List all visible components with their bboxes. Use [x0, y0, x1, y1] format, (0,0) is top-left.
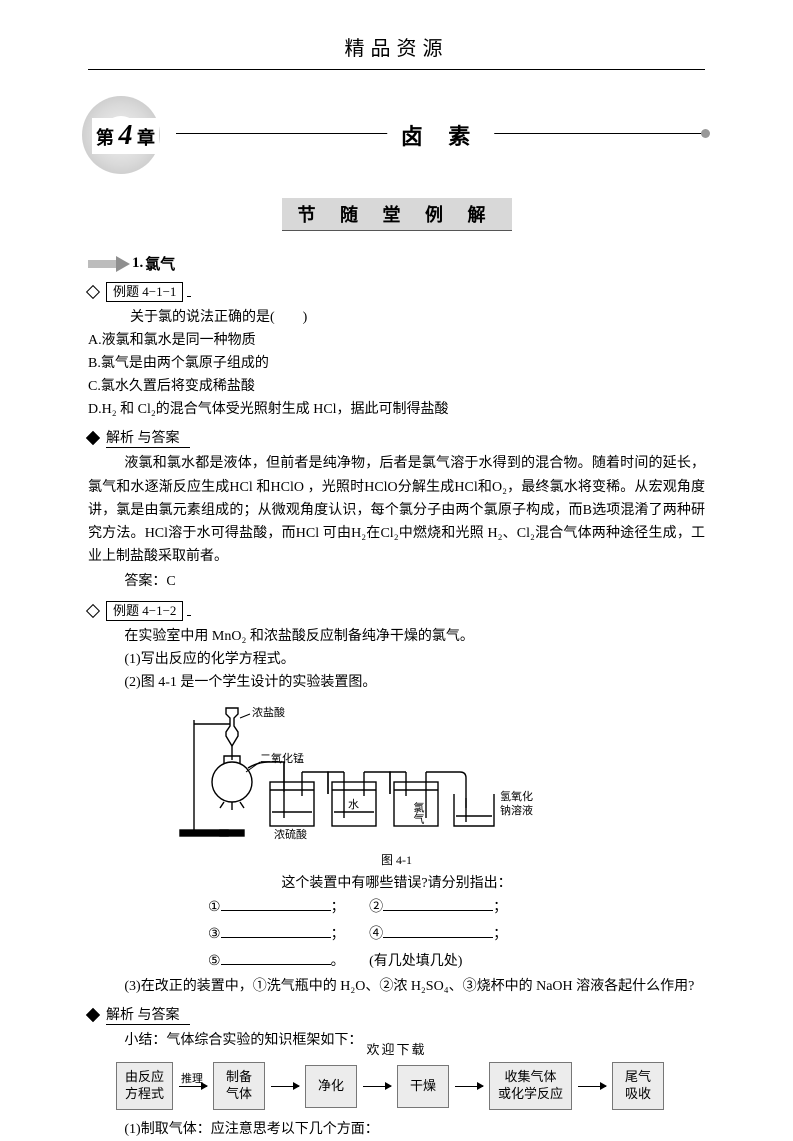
example1-question: 关于氯的说法正确的是( ) — [88, 306, 705, 329]
blank-1-label: ① — [208, 900, 221, 915]
flow-arrow-3 — [363, 1086, 391, 1087]
example2-q2: (2)图 4-1 是一个学生设计的实验装置图。 — [88, 671, 705, 694]
flow-arrow-5 — [578, 1086, 606, 1087]
example2-analysis-label: 解析 与答案 — [106, 1004, 190, 1025]
subsection-number: 1. — [132, 255, 143, 272]
diamond-dark-icon — [86, 1008, 100, 1022]
chapter-label: 第 4 章 — [92, 118, 159, 154]
flow-diagram: 由反应 方程式 推理 制备 气体 净化 干燥 收集气体 或化学反应 尾气 吸收 — [116, 1062, 705, 1110]
example1-label-row: 例题 4−1−1 — [88, 282, 705, 302]
chapter-row: 第 4 章 卤 素 — [88, 98, 705, 168]
flow-node-6a: 尾气 — [621, 1069, 655, 1086]
flow-arrow-1: 推理 — [179, 1086, 207, 1087]
flow-node-6: 尾气 吸收 — [612, 1062, 664, 1110]
diagram-label-bottle1: 浓硫酸 — [274, 827, 307, 840]
header-rule — [88, 69, 705, 70]
example1-option-a: A.液氯和氯水是同一种物质 — [88, 329, 705, 352]
chapter-prefix: 第 — [96, 128, 114, 148]
flow-node-3: 净化 — [305, 1065, 357, 1108]
example1-answer: 答案：C — [88, 570, 705, 593]
diagram-label-flask: 二氧化锰 — [260, 751, 304, 765]
example2-analysis-row: 解析 与答案 — [88, 1004, 705, 1025]
flow-node-4: 干燥 — [397, 1065, 449, 1108]
blank-row-3: ⑤。 (有几处填几处) — [208, 949, 705, 976]
blanks-block: ①； ②； ③； ④； ⑤。 (有几处填几处) — [88, 895, 705, 975]
example1-label: 例题 4−1−1 — [106, 282, 183, 302]
example2-q1: (1)写出反应的化学方程式。 — [88, 648, 705, 671]
example2-intro: 在实验室中用 MnO₂ 和浓盐酸反应制备纯净干燥的氯气。 — [88, 625, 705, 648]
section-banner: 节 随 堂 例 解 — [282, 198, 512, 231]
blank-3 — [221, 924, 331, 938]
flow-node-5b: 或化学反应 — [498, 1086, 563, 1103]
example2-q2-prompt: 这个装置中有哪些错误?请分别指出： — [88, 872, 705, 895]
page-footer: 欢迎下载 — [0, 1039, 793, 1058]
blank-1 — [221, 897, 331, 911]
diamond-dark-icon — [86, 431, 100, 445]
flow-node-2: 制备 气体 — [213, 1062, 265, 1110]
flow-node-2b: 气体 — [222, 1086, 256, 1103]
blank-3-label: ③ — [208, 927, 221, 942]
chapter-number: 4 — [119, 120, 133, 151]
arrow-icon — [88, 257, 130, 271]
flow-arrow-1-label: 推理 — [181, 1070, 203, 1086]
chapter-suffix: 章 — [137, 128, 155, 148]
example1-option-d: D.H₂ 和 Cl₂的混合气体受光照射生成 HCl，据此可制得盐酸 — [88, 398, 705, 421]
diagram-label-funnel: 浓盐酸 — [252, 705, 285, 719]
example1-underline — [187, 287, 191, 297]
flow-node-5: 收集气体 或化学反应 — [489, 1062, 572, 1110]
example2-label-row: 例题 4−1−2 — [88, 601, 705, 621]
chapter-dot — [701, 129, 710, 138]
diamond-icon — [86, 285, 100, 299]
chapter-name: 卤 素 — [387, 119, 495, 151]
flow-node-1: 由反应 方程式 — [116, 1062, 173, 1110]
blank-row-1: ①； ②； — [208, 895, 705, 922]
example2-q3: (3)在改正的装置中，①洗气瓶中的 H₂O、②浓 H₂SO₄、③烧杯中的 NaO… — [88, 975, 705, 998]
diamond-icon — [86, 604, 100, 618]
diagram-label-bottle2: 水 — [348, 798, 359, 811]
diagram-label-bottle3a: 氯气 — [412, 801, 425, 824]
subsection-title: 氯气 — [145, 253, 175, 274]
diagram-label-naoh2: 钠溶液 — [500, 803, 533, 817]
blank-2-label: ② — [369, 900, 383, 915]
flow-node-2a: 制备 — [222, 1069, 256, 1086]
blank-4 — [383, 924, 493, 938]
blank-note: (有几处填几处) — [369, 954, 462, 969]
flow-node-1b: 方程式 — [125, 1086, 164, 1103]
flow-node-6b: 吸收 — [621, 1086, 655, 1103]
diagram-caption: 图 4-1 — [88, 851, 705, 868]
example2-label: 例题 4−1−2 — [106, 601, 183, 621]
blank-2 — [383, 897, 493, 911]
flow-node-5a: 收集气体 — [498, 1069, 563, 1086]
example1-option-c: C.氯水久置后将变成稀盐酸 — [88, 375, 705, 398]
blank-row-2: ③； ④； — [208, 922, 705, 949]
example1-analysis: 液氯和氯水都是液体，但前者是纯净物，后者是氯气溶于水得到的混合物。随着时间的延长… — [88, 452, 705, 567]
flow-arrow-2 — [271, 1086, 299, 1087]
blank-5-label: ⑤ — [208, 954, 221, 969]
example1-analysis-label: 解析 与答案 — [106, 427, 190, 448]
apparatus-diagram: 浓盐酸 二氧化锰 浓硫酸 水 氯气 氢氧化 钠溶液 — [174, 702, 554, 840]
blank-5 — [221, 951, 331, 965]
chapter-line: 卤 素 — [176, 133, 705, 134]
example1-analysis-row: 解析 与答案 — [88, 427, 705, 448]
flow-arrow-4 — [455, 1086, 483, 1087]
page-header-title: 精品资源 — [88, 32, 705, 61]
example2-underline — [187, 606, 191, 616]
example1-option-b: B.氯气是由两个氯原子组成的 — [88, 352, 705, 375]
flow-node-1a: 由反应 — [125, 1069, 164, 1086]
chapter-badge: 第 4 章 — [88, 98, 176, 168]
subsection-heading: 1. 氯气 — [88, 253, 705, 274]
example2-tail: (1)制取气体：应注意思考以下几个方面： — [88, 1118, 705, 1141]
diagram-label-naoh1: 氢氧化 — [500, 789, 533, 803]
blank-4-label: ④ — [369, 927, 383, 942]
